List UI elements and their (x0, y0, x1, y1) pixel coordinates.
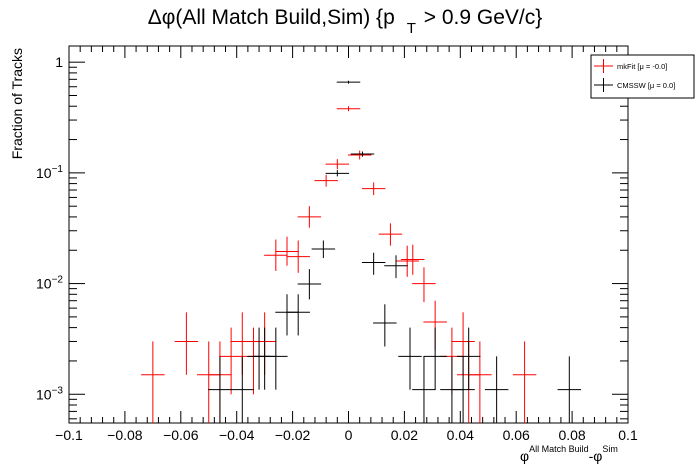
x-tick-label: −0.1 (55, 427, 83, 443)
y-axis-label: Fraction of Tracks (9, 48, 25, 159)
x-axis-label-sup1: All Match Build (529, 444, 589, 454)
series-mkfit (141, 106, 537, 423)
legend-entry-cmssw: CMSSW [μ = 0.0] (594, 78, 675, 92)
chart-title: Δφ(All Match Build,Sim) {p T > 0.9 GeV/c} (148, 6, 543, 37)
x-tick-label: −0.06 (163, 427, 199, 443)
x-axis-label-phi1: φ (520, 448, 529, 464)
legend-entry-mkfit: mkFit [μ = -0.0] (594, 59, 667, 73)
legend-label-mkfit: mkFit [μ = -0.0] (617, 62, 667, 71)
x-axis-label-sep: -φ (589, 448, 603, 464)
chart-title-subscript: T (407, 20, 416, 37)
x-tick-label: 0.1 (618, 427, 638, 443)
x-tick-label: −0.02 (275, 427, 311, 443)
x-tick-label: −0.08 (107, 427, 143, 443)
x-axis-label: φAll Match Build-φSim (520, 444, 618, 464)
chart-title-suffix: > 0.9 GeV/c} (418, 6, 542, 29)
y-tick-label: 10−1 (36, 164, 63, 181)
x-tick-label: −0.04 (219, 427, 255, 443)
legend-box (590, 54, 695, 99)
series-cmssw (208, 80, 582, 423)
x-tick-label: 0.06 (503, 427, 530, 443)
legend: mkFit [μ = -0.0] CMSSW [μ = 0.0] (590, 54, 695, 99)
legend-label-cmssw: CMSSW [μ = 0.0] (617, 81, 675, 90)
y-tick-label: 1 (55, 54, 63, 70)
chart-title-prefix: Δφ(All Match Build,Sim) {p (148, 6, 395, 29)
data-series (141, 80, 582, 423)
axes: −0.1 −0.08 −0.06 −0.04 −0.02 0 0.02 0.04 0.06 0.0… (36, 45, 638, 443)
x-tick-label: 0.04 (447, 427, 474, 443)
x-tick-label: 0 (345, 427, 353, 443)
x-tick-label: 0.02 (391, 427, 418, 443)
x-tick-label: 0.08 (558, 427, 585, 443)
y-tick-label: 10−2 (36, 275, 63, 292)
y-tick-label: 10−3 (36, 385, 63, 402)
x-axis-label-sup2: Sim (602, 444, 618, 454)
